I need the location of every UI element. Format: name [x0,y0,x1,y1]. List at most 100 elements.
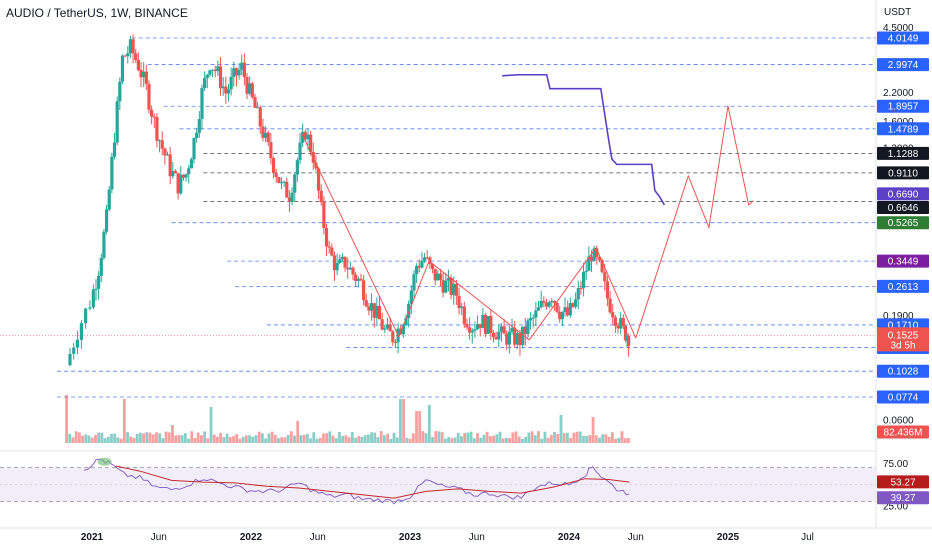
candle-body [173,171,178,174]
candle-body [263,132,268,138]
volume-bar [508,438,512,443]
candle-body [99,257,103,276]
volume-bar [183,433,187,443]
volume-bar [65,395,68,443]
volume-bar [212,434,216,443]
volume-bar [360,436,364,443]
candle-body [475,324,480,330]
candle-body [319,190,323,203]
candle-body [232,68,236,77]
candle-body [393,342,398,344]
candle-body [338,259,342,264]
volume-bar [405,437,409,443]
volume-bar [476,433,479,443]
volume-bar [296,421,300,443]
candle-body [314,162,318,169]
candle-body [277,177,281,183]
candle-body [195,132,199,139]
volume-bar [206,438,210,443]
level-tag-4-bg [877,146,929,160]
currency-label[interactable]: USDT [884,7,912,18]
candle-body [415,265,419,275]
volume-bar [129,436,133,443]
x-label-3: Jun [310,532,326,543]
level-tag-6: 0.6690 [888,189,919,200]
volume-bar [421,431,425,443]
candle-body [335,263,339,271]
candle-body [505,333,509,345]
candle-body [309,134,313,152]
candle-body [226,89,231,94]
candle-body [144,71,148,84]
candle-body [438,273,443,281]
candle-body [351,267,355,275]
volume-bar [460,436,463,443]
candle-body [242,62,246,78]
volume-bar [366,434,370,443]
rsi-value-tag: 39.27 [890,493,915,504]
candle-body [449,277,453,295]
candle-body [112,142,117,157]
candle-body [377,305,382,320]
candle-body [79,323,83,340]
time-axis: 2021 Jun 2022 Jun 2023 Jun 2024 Jun 2025 Jul [81,532,814,543]
candle-body [489,316,493,333]
volume-bar [431,436,434,443]
candle-body [473,329,477,331]
volume-bar [238,438,242,443]
volume-bar [447,437,451,443]
volume-bar [363,435,367,443]
candle-body [531,317,535,319]
symbol-title: AUDIO / TetherUS, 1W, BINANCE [6,6,188,20]
candle-body [293,174,297,193]
volume-bar [139,432,142,443]
candle-body [184,174,188,178]
candle-body [134,53,138,60]
candle-body [84,308,88,324]
volume-bar [322,433,325,443]
candle-body [560,312,564,320]
volume-bar [103,438,107,443]
trend-line-3 [528,247,597,341]
volume-bar [514,431,518,443]
rsi-line [83,458,630,505]
candle-body [433,268,437,281]
x-label-4: 2023 [399,532,422,543]
candle-body [269,142,273,159]
candle-body [142,71,146,78]
trend-line-0 [301,133,400,338]
candle-body [494,337,498,340]
candle-body [218,66,223,89]
volume-bar [569,437,573,443]
candle-body [332,255,337,271]
candle-body [613,317,617,326]
volume-bar [440,432,444,443]
candle-body [94,288,98,290]
volume-bar [289,431,293,443]
volume-bar [244,435,248,443]
volume-bar [424,433,428,443]
candle-body [428,257,432,264]
volume-bar [241,436,245,443]
candle-body [327,246,331,248]
candle-body [295,160,299,175]
volume-bar [427,405,431,443]
volume-bar [463,433,467,443]
volume-bar [151,434,155,443]
volume-bar [469,431,473,443]
candle-body [131,39,135,54]
candle-body [115,101,119,143]
countdown-tag: 3d 5h [890,340,915,351]
volume-bar [248,435,251,443]
candle-body [224,86,228,94]
candle-body [391,331,395,343]
volume-bar [100,432,104,443]
volume-bar [273,434,277,443]
candle-body [362,280,366,301]
candle-body [168,154,172,177]
candle-body [213,69,217,72]
volume-bar [164,431,168,443]
volume-bar [148,432,152,443]
candle-body [457,295,461,309]
